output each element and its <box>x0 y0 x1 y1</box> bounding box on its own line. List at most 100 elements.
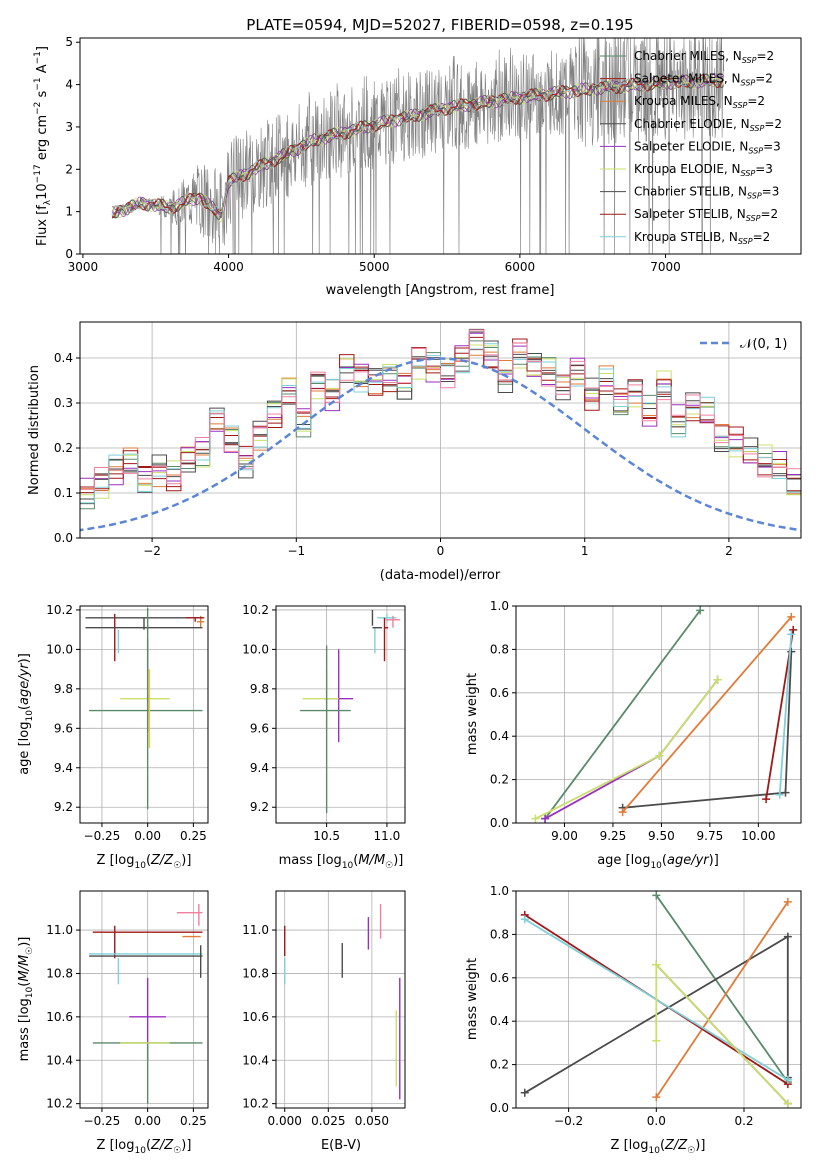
y-tick-label: 0.4 <box>490 1014 509 1028</box>
y-tick-label: 0.4 <box>490 729 509 743</box>
weight-marker <box>789 625 798 634</box>
mass-ebv-xlabel: E(B-V) <box>321 1138 361 1153</box>
y-tick-label: 0.8 <box>490 927 509 941</box>
weight-marker <box>775 790 784 799</box>
weight-series-line <box>622 651 793 809</box>
y-tick-label: 0.2 <box>490 773 509 787</box>
weight-marker <box>783 1075 792 1084</box>
weight-marker <box>762 795 771 804</box>
weight-marker <box>696 606 705 615</box>
x-tick-label: 9.50 <box>648 829 675 843</box>
y-tick-label: 10.2 <box>242 1097 269 1111</box>
x-tick-label: 6000 <box>505 260 536 274</box>
mass-ebv-ticks: 0.000 0.025 0.050 10.2 10.4 10.6 10.8 11.0 <box>242 923 389 1128</box>
weight-series-line <box>655 962 789 1105</box>
age-metallicity-ylabel: age [log10(age/yr)] <box>17 653 35 775</box>
weight-marker <box>531 814 540 823</box>
legend-label: Chabrier MILES, NSSP=2 <box>634 49 774 65</box>
error-bar-point <box>89 607 203 810</box>
y-tick-label: 0.0 <box>54 531 73 545</box>
age-mass-ticks: 10.5 11.0 9.2 9.4 9.6 9.8 10.0 10.2 <box>242 603 400 843</box>
y-tick-label: 11.0 <box>46 923 73 937</box>
y-tick-label: 10.2 <box>242 603 269 617</box>
y-tick-label: 0.3 <box>54 396 73 410</box>
y-tick-label: 10.0 <box>242 642 269 656</box>
weight-series-line <box>544 679 719 820</box>
spectrum-axis-ticks: 3000 4000 5000 6000 7000 0 1 2 3 4 5 <box>65 35 680 274</box>
model-spectrum-line <box>112 74 725 218</box>
y-tick-label: 1 <box>65 205 73 219</box>
weight-marker <box>783 1099 792 1108</box>
weight-marker <box>787 612 796 621</box>
y-tick-label: 0.8 <box>490 642 509 656</box>
histogram-series <box>80 343 801 504</box>
legend-label: Salpeter MILES, NSSP=2 <box>634 72 773 88</box>
weight-metallicity-frame <box>515 890 802 1109</box>
x-tick-label: 10.5 <box>313 829 340 843</box>
weight-marker <box>783 897 792 906</box>
x-tick-label: −0.2 <box>554 1114 583 1128</box>
x-tick-label: 0.0 <box>647 1114 666 1128</box>
x-tick-label: 1 <box>581 544 589 558</box>
weight-metallicity-plot-area <box>516 890 801 1109</box>
weight-marker <box>652 960 661 969</box>
weight-marker <box>781 788 790 797</box>
weight-age-ticks: 9.00 9.25 9.50 9.75 10.00 0.0 0.2 0.4 0.6 0.8 1.0 <box>490 599 776 843</box>
y-tick-label: 0.2 <box>490 1058 509 1072</box>
error-bar-point <box>92 1042 203 1104</box>
y-tick-label: 9.8 <box>250 682 269 696</box>
histogram-series <box>80 342 801 503</box>
residual-ylabel: Normed distribution <box>27 365 42 495</box>
age-vs-mass-panel: 10.5 11.0 9.2 9.4 9.6 9.8 10.0 10.2 mass [log10… <box>242 603 406 871</box>
weight-metallicity-xlabel: Z [log10(Z/Z☉)] <box>611 1138 706 1156</box>
age-metallicity-plot-area <box>80 606 208 823</box>
spectrum-panel: 3000 4000 5000 6000 7000 0 1 2 3 4 5 wavelength [A… <box>33 35 802 298</box>
mass-ebv-plot-area <box>276 891 405 1108</box>
spectrum-legend: Chabrier MILES, NSSP=2 Salpeter MILES, NS… <box>600 49 782 246</box>
spectrum-plot-area <box>111 38 725 254</box>
x-tick-label: 0.25 <box>180 1114 207 1128</box>
x-tick-label: 9.00 <box>551 829 578 843</box>
error-bar-point <box>186 617 205 622</box>
weight-vs-metallicity-panel: −0.2 0.0 0.2 0.0 0.2 0.4 0.6 0.8 1.0 Z [log10(Z/… <box>465 884 802 1156</box>
model-spectrum-line <box>111 73 725 220</box>
weight-marker <box>787 647 796 656</box>
age-metallicity-ticks: −0.25 0.00 0.25 9.2 9.4 9.6 9.8 10.0 10.2 <box>46 603 206 843</box>
model-spectrum-line <box>111 73 725 223</box>
weight-series-line <box>655 894 789 1083</box>
x-tick-label: 10.00 <box>741 829 775 843</box>
weight-marker <box>652 1036 661 1045</box>
histogram-series <box>80 332 801 500</box>
weight-marker <box>783 932 792 941</box>
age-metallicity-frame <box>79 605 209 824</box>
mass-metallicity-frame <box>79 890 209 1109</box>
weight-age-plot-area <box>516 605 801 824</box>
weight-age-ylabel: mass weight <box>465 673 480 755</box>
spectrum-xlabel: wavelength [Angstrom, rest frame] <box>326 283 555 298</box>
residual-xlabel: (data-model)/error <box>380 568 501 583</box>
weight-marker <box>713 675 722 684</box>
spectrum-frame <box>79 37 802 255</box>
legend-label: Chabrier STELIB, NSSP=3 <box>634 185 779 201</box>
x-tick-label: 0.2 <box>734 1114 753 1128</box>
y-tick-label: 9.8 <box>54 682 73 696</box>
histogram-series <box>80 344 801 499</box>
weight-series-line <box>621 616 792 813</box>
model-spectrum-line <box>111 75 724 215</box>
legend-label: Kroupa MILES, NSSP=2 <box>634 94 765 110</box>
y-tick-label: 0.6 <box>490 971 509 985</box>
histogram-series <box>80 340 801 510</box>
x-tick-label: 2 <box>725 544 733 558</box>
age-mass-frame <box>275 605 406 824</box>
y-tick-label: 0.0 <box>490 1101 509 1115</box>
residual-plot-area <box>80 322 801 538</box>
weight-marker <box>520 915 529 924</box>
x-tick-label: 0.00 <box>134 1114 161 1128</box>
x-tick-label: 0.050 <box>355 1114 389 1128</box>
histogram-series <box>80 328 801 507</box>
mass-vs-metallicity-panel: −0.25 0.00 0.25 10.2 10.4 10.6 10.8 11.0 Z [log… <box>17 890 209 1156</box>
x-tick-label: −0.25 <box>84 829 121 843</box>
mass-metallicity-xlabel: Z [log10(Z/Z☉)] <box>97 1138 192 1156</box>
residual-axis-ticks: −2 −1 0 1 2 0.0 0.1 0.2 0.3 0.4 <box>54 351 733 558</box>
